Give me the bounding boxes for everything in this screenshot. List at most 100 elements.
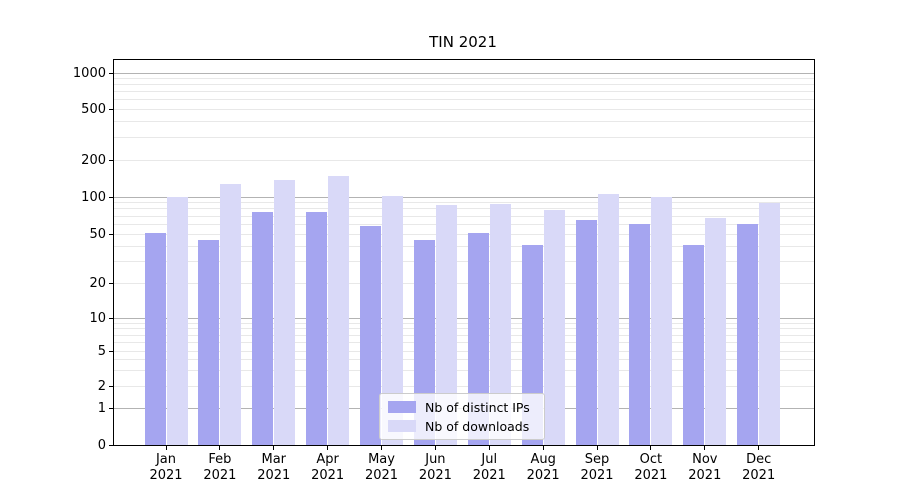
legend-item-downloads: Nb of downloads bbox=[388, 417, 536, 435]
y-tick-mark bbox=[109, 318, 113, 319]
bar-downloads-aug bbox=[543, 209, 565, 445]
y-tick-label: 5 bbox=[97, 343, 106, 359]
x-tick-label-mar: Mar 2021 bbox=[246, 452, 302, 484]
legend-label-distinct-ips: Nb of distinct IPs bbox=[425, 399, 530, 415]
bar-downloads-jun bbox=[435, 205, 457, 445]
bar-distinct-ips-dec bbox=[737, 224, 759, 445]
legend: Nb of distinct IPs Nb of downloads bbox=[379, 393, 545, 440]
y-tick-mark bbox=[109, 407, 113, 409]
x-tick-year: 2021 bbox=[257, 468, 291, 483]
grid-line-minor bbox=[114, 341, 814, 343]
bar-downloads-sep bbox=[597, 193, 619, 445]
grid-line-minor bbox=[114, 223, 814, 225]
bar-distinct-ips-oct bbox=[629, 224, 651, 445]
y-tick-mark bbox=[109, 350, 113, 352]
bar-downloads-dec bbox=[759, 202, 781, 445]
bar-downloads-may bbox=[382, 196, 404, 445]
x-tick-month: Dec bbox=[746, 452, 772, 467]
bar-distinct-ips-apr bbox=[306, 212, 328, 445]
legend-swatch-downloads-icon bbox=[388, 420, 416, 432]
x-tick-mark bbox=[219, 446, 221, 450]
grid-line-minor bbox=[114, 137, 814, 139]
grid-line-major bbox=[114, 318, 814, 319]
grid-line-minor bbox=[114, 261, 814, 263]
plot-area: Nb of distinct IPs Nb of downloads 0 1 2 5 1… bbox=[73, 59, 815, 483]
x-tick-year: 2021 bbox=[526, 468, 560, 483]
grid-line-minor bbox=[114, 99, 814, 101]
grid-line-minor bbox=[114, 202, 814, 204]
y-tick-mark bbox=[109, 233, 113, 235]
x-tick-month: Jan bbox=[155, 452, 177, 467]
x-tick-year: 2021 bbox=[311, 468, 345, 483]
grid-line-minor bbox=[114, 334, 814, 336]
grid-line-minor bbox=[114, 370, 814, 371]
y-tick-label: 1000 bbox=[72, 65, 106, 81]
x-tick-label-oct: Oct 2021 bbox=[623, 452, 679, 484]
y-tick-mark bbox=[109, 385, 113, 387]
legend-swatch-distinct-ips-icon bbox=[388, 401, 416, 413]
x-tick-label-feb: Feb 2021 bbox=[192, 452, 248, 484]
x-tick-label-apr: Apr 2021 bbox=[300, 452, 356, 484]
x-tick-month: May bbox=[368, 452, 395, 467]
y-tick-label: 0 bbox=[97, 437, 106, 453]
x-tick-month: Feb bbox=[208, 452, 232, 467]
bar-distinct-ips-feb bbox=[198, 239, 220, 445]
x-tick-year: 2021 bbox=[203, 468, 237, 483]
x-tick-mark bbox=[165, 446, 167, 450]
x-tick-label-may: May 2021 bbox=[354, 452, 410, 484]
bar-downloads-jan bbox=[166, 197, 188, 445]
legend-item-distinct-ips: Nb of distinct IPs bbox=[388, 398, 536, 416]
grid-line-major bbox=[114, 196, 814, 198]
x-tick-year: 2021 bbox=[742, 468, 776, 483]
x-tick-year: 2021 bbox=[580, 468, 614, 483]
x-tick-year: 2021 bbox=[688, 468, 722, 483]
bar-distinct-ips-may bbox=[360, 226, 382, 445]
x-tick-month: Aug bbox=[530, 452, 556, 467]
x-tick-label-jul: Jul 2021 bbox=[461, 452, 517, 484]
bar-distinct-ips-jan bbox=[144, 232, 166, 445]
grid-line-minor bbox=[114, 283, 814, 284]
bar-distinct-ips-sep bbox=[575, 219, 597, 445]
legend-label-downloads: Nb of downloads bbox=[425, 418, 530, 434]
x-tick-label-jun: Jun 2021 bbox=[407, 452, 463, 484]
grid-line-minor bbox=[114, 328, 814, 330]
bar-downloads-nov bbox=[705, 217, 727, 445]
y-tick-label: 20 bbox=[89, 276, 106, 291]
x-tick-label-sep: Sep 2021 bbox=[569, 452, 625, 484]
y-tick-mark bbox=[109, 196, 113, 198]
x-tick-mark bbox=[650, 446, 652, 450]
x-tick-month: Mar bbox=[261, 452, 287, 467]
grid-line-minor bbox=[114, 385, 814, 387]
x-tick-mark bbox=[273, 446, 275, 450]
y-tick-mark bbox=[109, 444, 113, 446]
bar-distinct-ips-jul bbox=[467, 232, 489, 445]
x-tick-year: 2021 bbox=[364, 468, 399, 483]
bar-distinct-ips-mar bbox=[252, 212, 274, 445]
x-tick-month: Sep bbox=[584, 452, 610, 467]
y-tick-label: 10 bbox=[89, 311, 106, 326]
y-tick-label: 200 bbox=[81, 152, 106, 168]
y-tick-label: 500 bbox=[81, 102, 106, 117]
y-tick-mark bbox=[109, 283, 113, 284]
grid-line-minor bbox=[114, 91, 814, 93]
x-tick-mark bbox=[381, 446, 383, 450]
x-tick-year: 2021 bbox=[472, 468, 506, 483]
x-tick-month: Oct bbox=[639, 452, 663, 467]
y-tick-label: 1 bbox=[97, 400, 106, 416]
grid-line-minor bbox=[114, 233, 814, 235]
x-tick-label-nov: Nov 2021 bbox=[677, 452, 733, 484]
y-tick-label: 50 bbox=[89, 226, 106, 242]
x-tick-year: 2021 bbox=[149, 468, 183, 483]
bar-downloads-oct bbox=[651, 197, 673, 445]
x-tick-label-jan: Jan 2021 bbox=[138, 452, 194, 484]
grid-line-minor bbox=[114, 245, 814, 247]
x-tick-year: 2021 bbox=[418, 468, 452, 483]
x-tick-mark bbox=[434, 446, 436, 450]
x-tick-label-dec: Dec 2021 bbox=[731, 452, 787, 484]
chart-title: TIN 2021 bbox=[429, 33, 497, 51]
grid-line-minor bbox=[114, 350, 814, 352]
x-tick-mark bbox=[704, 446, 706, 450]
grid-line-minor bbox=[114, 84, 814, 86]
x-tick-mark bbox=[596, 446, 598, 450]
bar-downloads-apr bbox=[328, 176, 350, 445]
